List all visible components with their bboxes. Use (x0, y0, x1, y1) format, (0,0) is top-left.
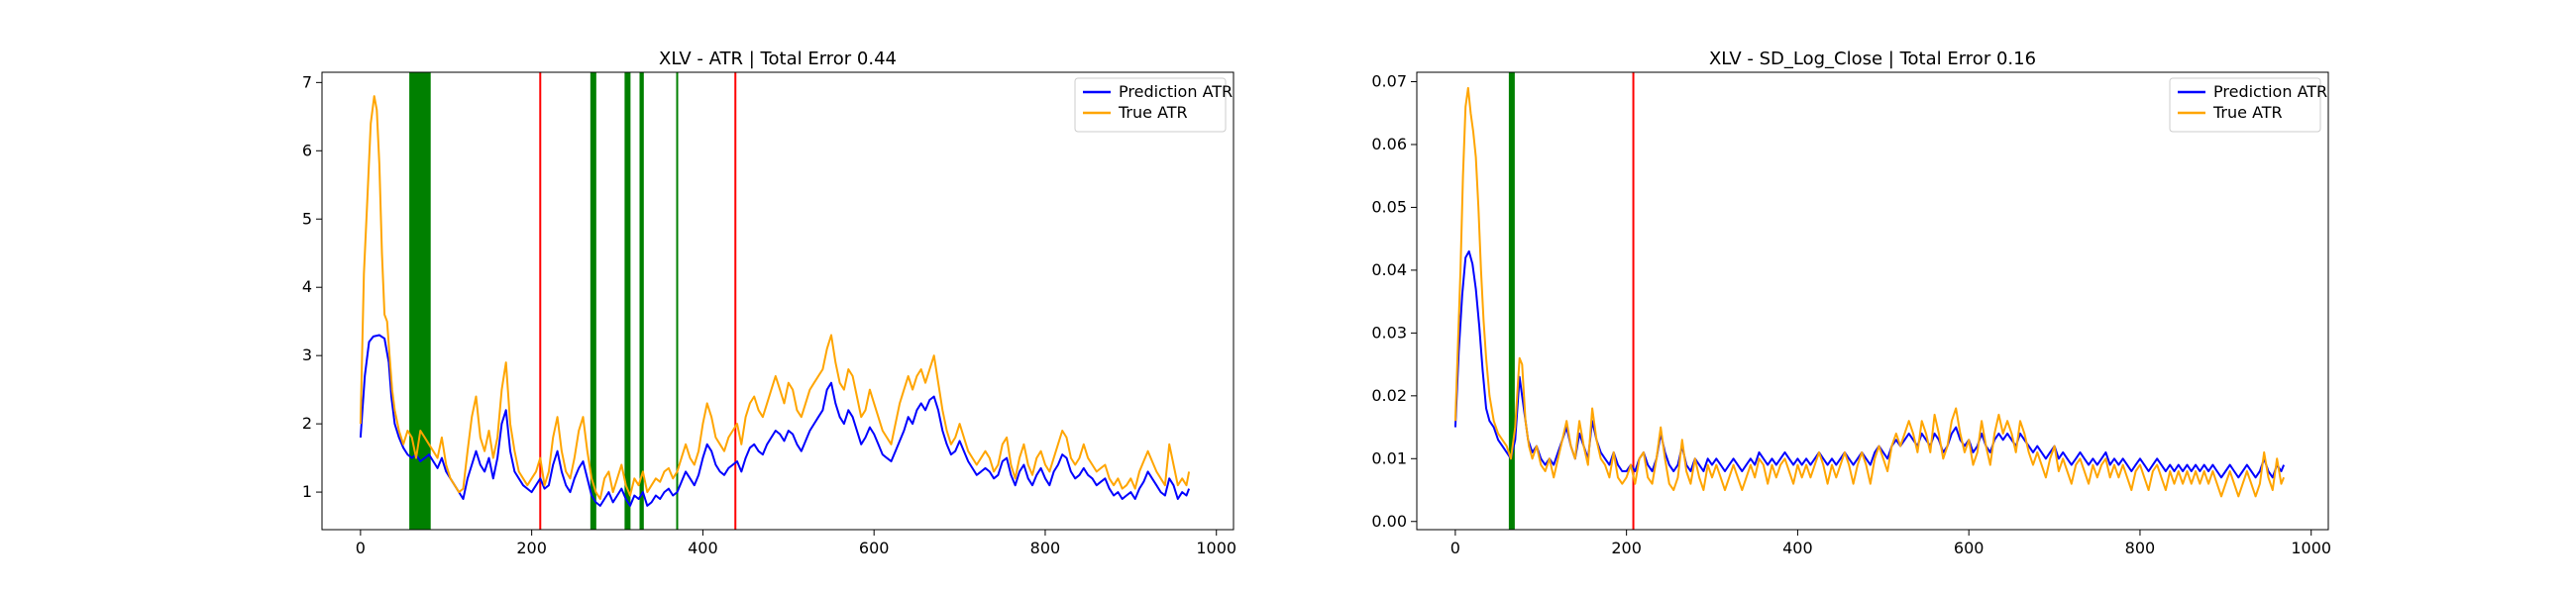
axes-frame (321, 71, 1234, 531)
chart-title: XLV - ATR | Total Error 0.44 (659, 49, 897, 69)
event-band-4 (639, 72, 644, 530)
y-tick-label: 0.04 (1371, 260, 1407, 279)
legend-box (1074, 77, 1227, 133)
x-tick-label: 400 (688, 539, 718, 557)
axes-frame (1416, 71, 2329, 531)
y-axis-ticks: 1 2 3 4 5 6 7 (302, 72, 322, 501)
y-tick-label: 5 (302, 209, 312, 228)
x-tick-label: 0 (1450, 539, 1460, 557)
legend-label-true-atr: True ATR (1118, 103, 1188, 122)
series-line-prediction-atr-0 (359, 334, 1191, 507)
series-lines (1453, 86, 2286, 498)
legend: Prediction ATR True ATR (1074, 77, 1233, 133)
y-tick-label: 0.05 (1371, 197, 1407, 216)
chart-xlv-atr: 0 200 400 600 800 1000 1 2 3 4 5 6 7 XLV - ATR | To… (302, 49, 1236, 557)
x-tick-label: 600 (1954, 539, 1985, 557)
x-axis-ticks: 0 200 400 600 800 1000 (356, 530, 1236, 557)
x-tick-label: 400 (1782, 539, 1813, 557)
series-line-true-atr-1 (359, 95, 1191, 500)
y-axis-ticks: 0.00 0.01 0.02 0.03 0.04 0.05 0.06 0.07 (1371, 72, 1417, 531)
legend-label-prediction-atr: Prediction ATR (2213, 82, 2327, 101)
y-tick-label: 0.02 (1371, 386, 1407, 405)
y-tick-label: 6 (302, 141, 312, 159)
x-tick-label: 600 (859, 539, 890, 557)
event-band-0 (409, 72, 431, 530)
legend: Prediction ATR True ATR (2169, 77, 2327, 133)
x-tick-label: 800 (2125, 539, 2156, 557)
y-tick-label: 4 (302, 277, 312, 296)
x-tick-label: 1000 (1196, 539, 1236, 557)
x-axis-ticks: 0 200 400 600 800 1000 (1450, 530, 2331, 557)
y-tick-label: 1 (302, 482, 312, 501)
x-tick-label: 0 (356, 539, 366, 557)
y-tick-label: 2 (302, 414, 312, 433)
y-tick-label: 0.00 (1371, 512, 1407, 531)
series-line-true-atr-1 (1453, 86, 2286, 498)
series-lines (359, 95, 1191, 507)
y-tick-label: 3 (302, 346, 312, 364)
legend-label-true-atr: True ATR (2212, 103, 2283, 122)
y-tick-label: 0.07 (1371, 72, 1407, 91)
x-tick-label: 200 (516, 539, 547, 557)
event-lines (409, 72, 737, 530)
chart-xlv-sd-log-close: 0 200 400 600 800 1000 0.000.010.020.030.040.… (1371, 49, 2331, 557)
legend-box (2169, 77, 2321, 133)
y-tick-label: 7 (302, 72, 312, 91)
x-tick-label: 200 (1611, 539, 1642, 557)
y-tick-label: 0.06 (1371, 135, 1407, 153)
legend-label-prediction-atr: Prediction ATR (1119, 82, 1233, 101)
chart-title: XLV - SD_Log_Close | Total Error 0.16 (1709, 49, 2036, 69)
y-tick-label: 0.01 (1371, 448, 1407, 467)
y-tick-label: 0.03 (1371, 323, 1407, 342)
x-tick-label: 800 (1030, 539, 1061, 557)
x-tick-label: 1000 (2291, 539, 2331, 557)
